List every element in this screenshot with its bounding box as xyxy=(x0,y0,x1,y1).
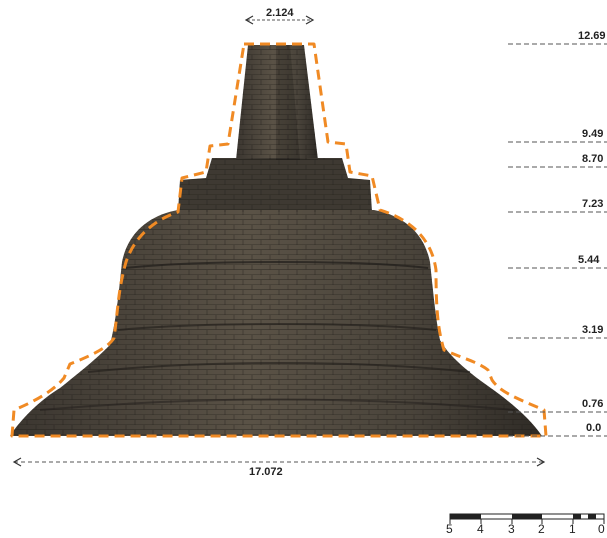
scale-tick-label: 0 xyxy=(598,522,605,536)
base-width-label: 17.072 xyxy=(249,466,283,478)
scale-tick-label: 2 xyxy=(538,522,545,536)
scale-tick-label: 1 xyxy=(569,522,576,536)
elevation-levels: 12.69 9.49 8.70 7.23 5.44 3.19 0.76 0.0 xyxy=(508,30,607,437)
profile-outline xyxy=(10,42,548,438)
elevation-label: 5.44 xyxy=(578,254,600,266)
scale-tick-label: 5 xyxy=(446,522,453,536)
scale-tick-label: 3 xyxy=(508,522,515,536)
elevation-label: 8.70 xyxy=(582,153,603,165)
base-width-dimension: 17.072 xyxy=(12,457,546,478)
elevation-label: 9.49 xyxy=(582,128,603,140)
top-width-dimension: 2.124 xyxy=(244,7,315,25)
elevation-label: 0.0 xyxy=(586,422,601,434)
scale-bar: 5 4 3 2 1 0 xyxy=(446,513,605,536)
top-width-label: 2.124 xyxy=(266,7,294,19)
elevation-label: 0.76 xyxy=(582,398,603,410)
elevation-label: 3.19 xyxy=(582,324,603,336)
elevation-label: 12.69 xyxy=(578,30,606,42)
elevation-label: 7.23 xyxy=(582,198,603,210)
stupa-body xyxy=(10,45,542,436)
scale-tick-label: 4 xyxy=(477,522,484,536)
